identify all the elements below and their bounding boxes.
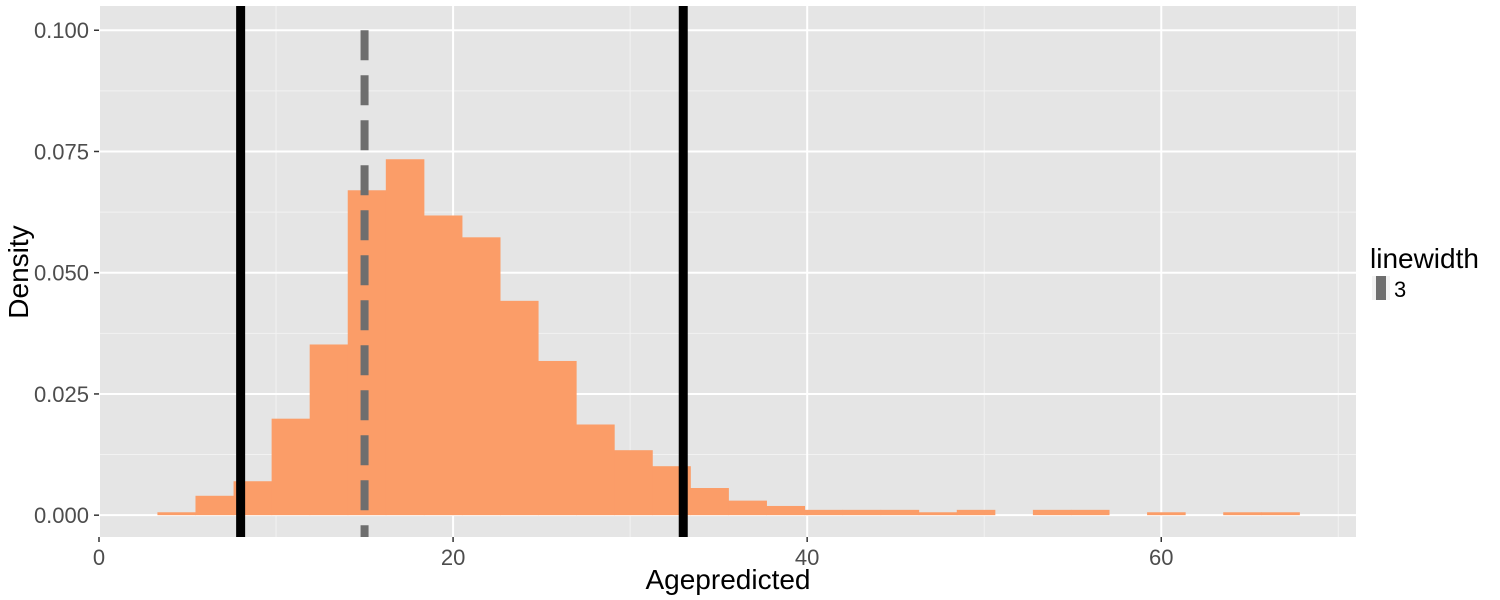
histogram-bar bbox=[956, 509, 996, 516]
legend: linewidth 3 bbox=[1370, 243, 1479, 302]
histogram-bar bbox=[1261, 512, 1300, 516]
y-tick-label: 0.050 bbox=[34, 261, 89, 286]
x-axis-ticks: 0 20 40 60 bbox=[93, 537, 1173, 570]
x-axis-title: Agepredicted bbox=[645, 564, 810, 595]
histogram-bar bbox=[880, 509, 920, 516]
y-axis-ticks: 0.000 0.025 0.050 0.075 0.100 bbox=[34, 18, 99, 528]
reference-lines bbox=[236, 6, 688, 537]
x-tick-label: 60 bbox=[1149, 545, 1173, 570]
histogram-bar bbox=[195, 495, 235, 516]
y-tick-label: 0.075 bbox=[34, 139, 89, 164]
histogram-bar bbox=[728, 500, 767, 516]
y-tick-label: 0.000 bbox=[34, 503, 89, 528]
y-axis-title: Density bbox=[3, 225, 34, 318]
x-tick-label: 20 bbox=[441, 545, 465, 570]
legend-key-line-icon bbox=[1376, 276, 1386, 300]
histogram-bar bbox=[918, 512, 958, 516]
histogram-bar bbox=[500, 300, 539, 516]
histogram-bar bbox=[538, 360, 577, 516]
histogram-bar bbox=[1032, 509, 1072, 516]
legend-item-label: 3 bbox=[1394, 277, 1406, 302]
histogram-bar bbox=[1070, 509, 1110, 516]
histogram-bar bbox=[385, 159, 425, 516]
x-tick-label: 40 bbox=[795, 545, 819, 570]
histogram-bar bbox=[461, 237, 501, 516]
histogram-bar bbox=[309, 344, 349, 516]
histogram-bar bbox=[423, 215, 463, 516]
histogram-bar bbox=[804, 509, 844, 516]
y-tick-label: 0.025 bbox=[34, 382, 89, 407]
histogram-bar bbox=[576, 424, 615, 516]
histogram-bar bbox=[842, 509, 882, 516]
histogram-bar bbox=[766, 505, 806, 516]
histogram-bar bbox=[614, 450, 653, 516]
legend-title: linewidth bbox=[1370, 243, 1479, 274]
histogram-bar bbox=[157, 512, 196, 516]
y-tick-label: 0.100 bbox=[34, 18, 89, 43]
histogram-bar bbox=[1223, 512, 1262, 516]
x-tick-label: 0 bbox=[93, 545, 105, 570]
histogram-bar bbox=[690, 488, 729, 516]
histogram-bar bbox=[271, 418, 311, 516]
histogram-bar bbox=[1147, 512, 1186, 516]
